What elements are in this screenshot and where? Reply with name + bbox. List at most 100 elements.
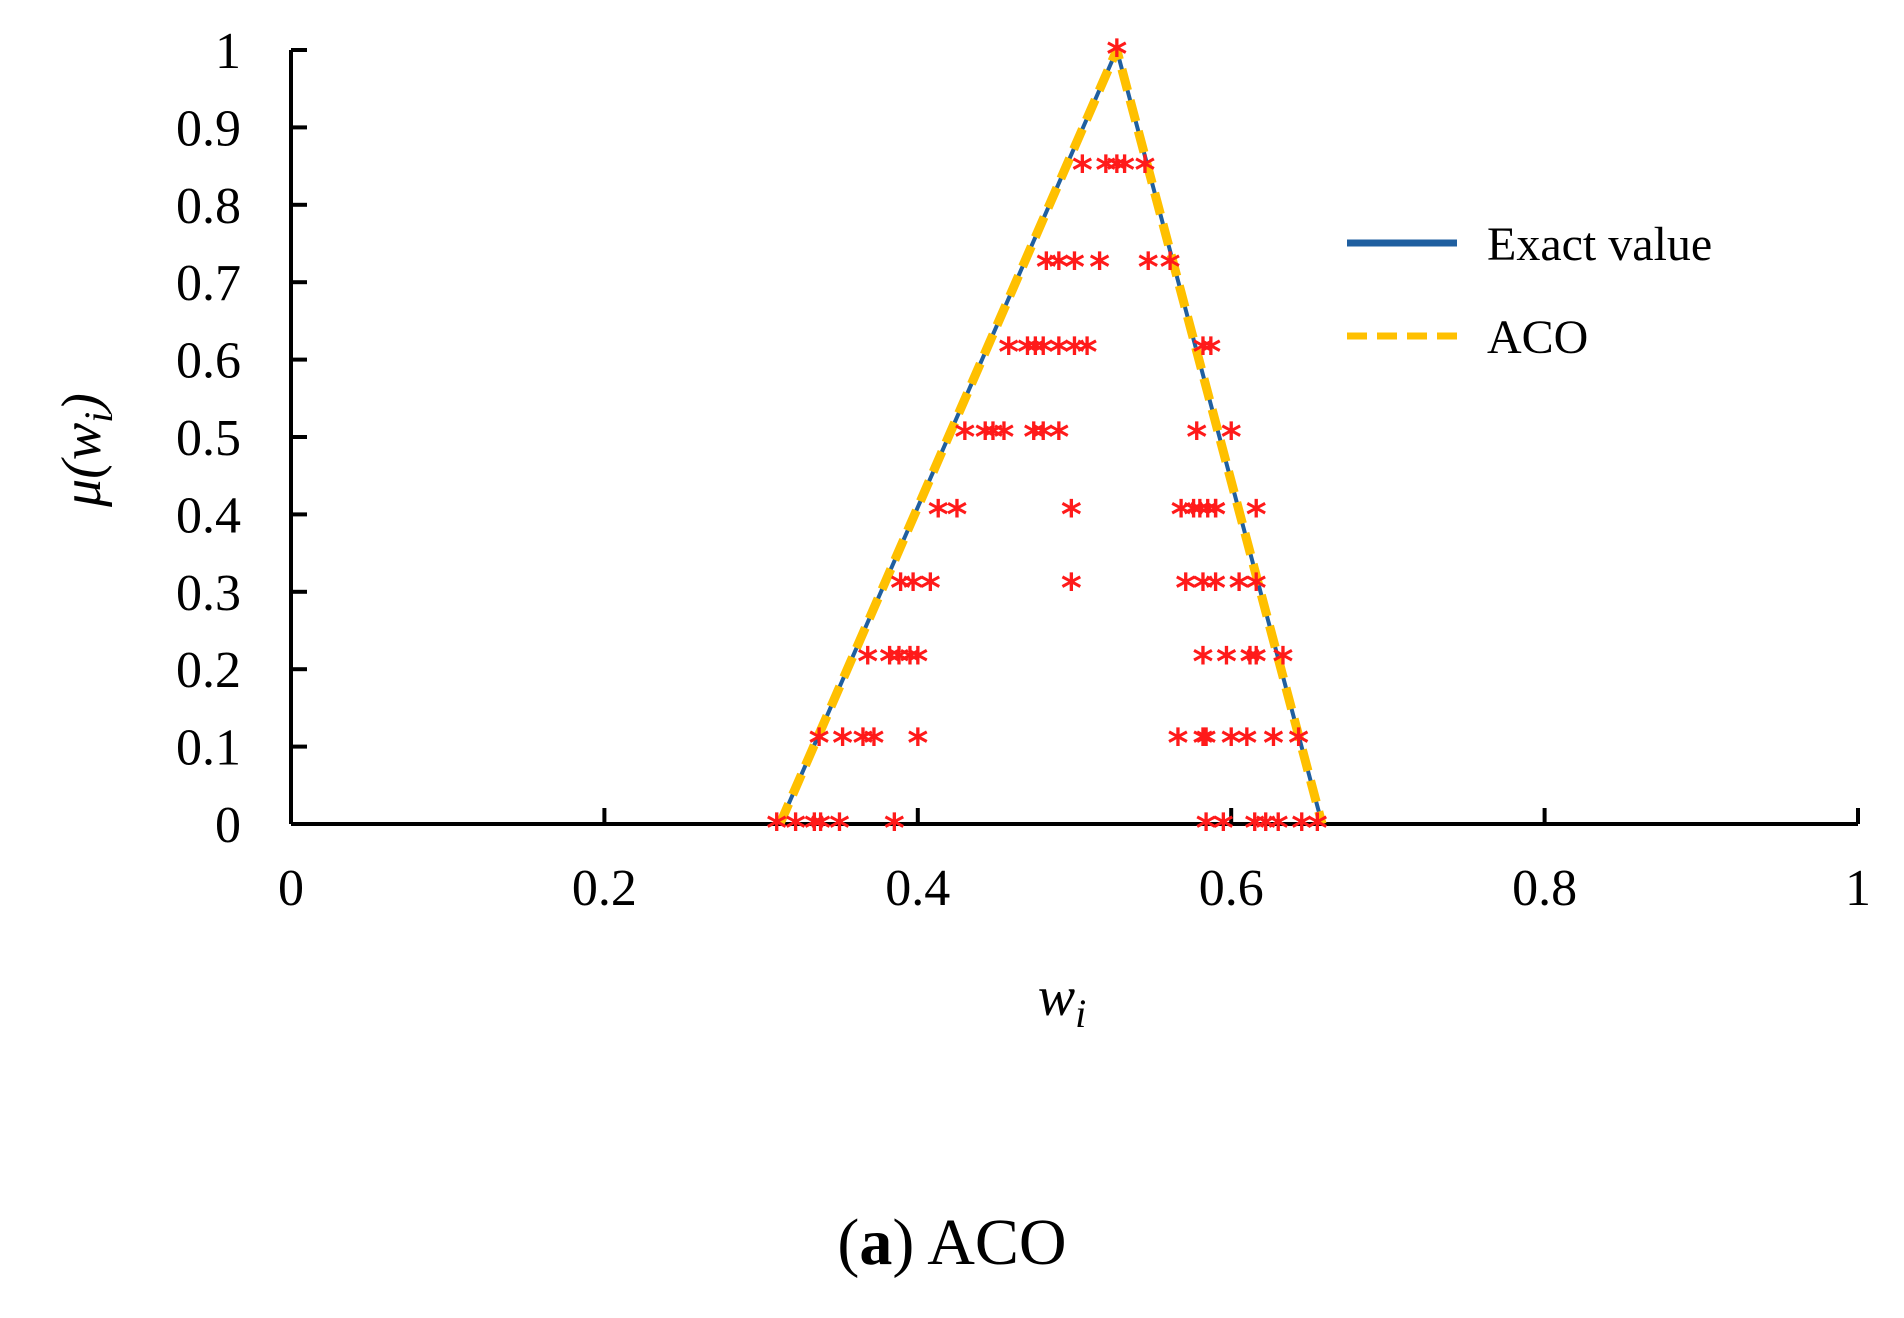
scatter-point: * (928, 493, 949, 539)
scatter-point: * (1221, 721, 1242, 767)
series-layer (775, 45, 1327, 826)
ticks: 0 0.1 0.2 0.3 0.4 0.5 0.6 0.7 0.8 0.9 1 0 0.2 0.4 0.6 0… (176, 23, 1871, 917)
scatter-point: * (1221, 415, 1242, 461)
scatter-point: * (1196, 721, 1217, 767)
scatter-point: * (954, 415, 975, 461)
scatter-point: * (975, 415, 996, 461)
scatter-point: * (1200, 330, 1221, 376)
x-axis-title: wi (1038, 966, 1086, 1036)
scatter-point: * (1048, 245, 1069, 291)
scatter-point: * (1072, 148, 1093, 194)
series-aco-line (775, 45, 1327, 826)
scatter-point: * (1175, 566, 1196, 612)
y-tick-label: 0.4 (176, 487, 241, 544)
scatter-point: * (907, 721, 928, 767)
scatter-point: * (1196, 806, 1217, 852)
scatter-point: * (947, 493, 968, 539)
scatter-point: * (1106, 32, 1127, 78)
scatter-point: * (1061, 493, 1082, 539)
x-tick-label: 0.6 (1199, 860, 1264, 917)
scatter-point: * (1160, 245, 1181, 291)
scatter-point: * (1244, 806, 1265, 852)
scatter-point: * (1205, 566, 1226, 612)
scatter-point: * (1193, 330, 1214, 376)
scatter-point: * (1236, 721, 1257, 767)
x-tick-label: 1 (1845, 860, 1871, 917)
caption-letter: a (859, 1206, 893, 1279)
scatter-point: * (1246, 493, 1267, 539)
scatter-point: * (863, 721, 884, 767)
scatter-point: * (889, 640, 910, 686)
x-tick-label: 0.2 (572, 860, 637, 917)
y-tick-label: 1 (215, 23, 241, 80)
scatter-point: * (1213, 806, 1234, 852)
scatter-point: * (1186, 415, 1207, 461)
scatter-point: * (890, 566, 911, 612)
y-axis-title: μ(wi) (51, 393, 121, 508)
scatter-point: * (785, 806, 806, 852)
y-tick-label: 0.1 (176, 720, 241, 777)
legend-label-aco: ACO (1487, 311, 1588, 364)
scatter-point: * (1135, 148, 1156, 194)
scatter-point: * (1023, 415, 1044, 461)
scatter-point: * (1263, 721, 1284, 767)
scatter-point: * (1064, 330, 1085, 376)
scatter-point: * (1205, 493, 1226, 539)
scatter-point: * (1246, 566, 1267, 612)
scatter-point: * (1193, 566, 1214, 612)
legend: Exact value ACO (1347, 218, 1712, 364)
scatter-point: * (1246, 640, 1267, 686)
scatter-point: * (1307, 806, 1328, 852)
scatter-point: * (1255, 806, 1276, 852)
svg-text:μ(wi): μ(wi) (51, 393, 121, 508)
scatter-point: * (1089, 245, 1110, 291)
scatter-point: * (832, 721, 853, 767)
scatter-point: * (1171, 493, 1192, 539)
scatter-point: * (809, 721, 830, 767)
x-tick-label: 0 (278, 860, 304, 917)
y-tick-label: 0.2 (176, 642, 241, 699)
scatter-point: * (920, 566, 941, 612)
scatter-point: * (907, 640, 928, 686)
scatter-point: * (1205, 493, 1226, 539)
scatter-point: * (829, 806, 850, 852)
caption-text: ACO (914, 1206, 1067, 1279)
y-tick-label: 0.9 (176, 100, 241, 157)
scatter-points: ** *** **** * * ******** *** *** *** * *** * ****** *… (766, 32, 1328, 852)
scatter-point: * (879, 640, 900, 686)
scatter-point: * (998, 330, 1019, 376)
scatter-point: * (1268, 806, 1289, 852)
scatter-point: * (1288, 721, 1309, 767)
scatter-point: * (1229, 566, 1250, 612)
scatter-point: * (810, 806, 831, 852)
scatter-point: * (1197, 493, 1218, 539)
scatter-point: * (1077, 330, 1098, 376)
scatter-point: * (1033, 415, 1054, 461)
x-tick-label: 0.8 (1512, 860, 1577, 917)
x-tick-label: 0.4 (885, 860, 950, 917)
figure-caption: (a) ACO (837, 1206, 1067, 1279)
scatter-point: * (1291, 806, 1312, 852)
scatter-point: * (1193, 721, 1214, 767)
scatter-point: * (1193, 640, 1214, 686)
scatter-point: * (1167, 721, 1188, 767)
scatter-point: * (1017, 330, 1038, 376)
legend-label-exact: Exact value (1487, 218, 1712, 271)
scatter-point: * (1025, 330, 1046, 376)
scatter-point: * (1240, 640, 1261, 686)
scatter-point: * (1061, 566, 1082, 612)
scatter-point: * (852, 721, 873, 767)
scatter-point: * (1189, 493, 1210, 539)
scatter-point: * (857, 640, 878, 686)
y-tick-label: 0 (215, 797, 241, 854)
scatter-point: * (884, 806, 905, 852)
scatter-point: * (900, 640, 921, 686)
scatter-point: * (1183, 493, 1204, 539)
y-tick-label: 0.8 (176, 178, 241, 235)
scatter-point: * (1095, 148, 1116, 194)
scatter-point: * (804, 806, 825, 852)
scatter-point: * (1048, 415, 1069, 461)
y-tick-label: 0.5 (176, 410, 241, 467)
scatter-point: * (1138, 245, 1159, 291)
